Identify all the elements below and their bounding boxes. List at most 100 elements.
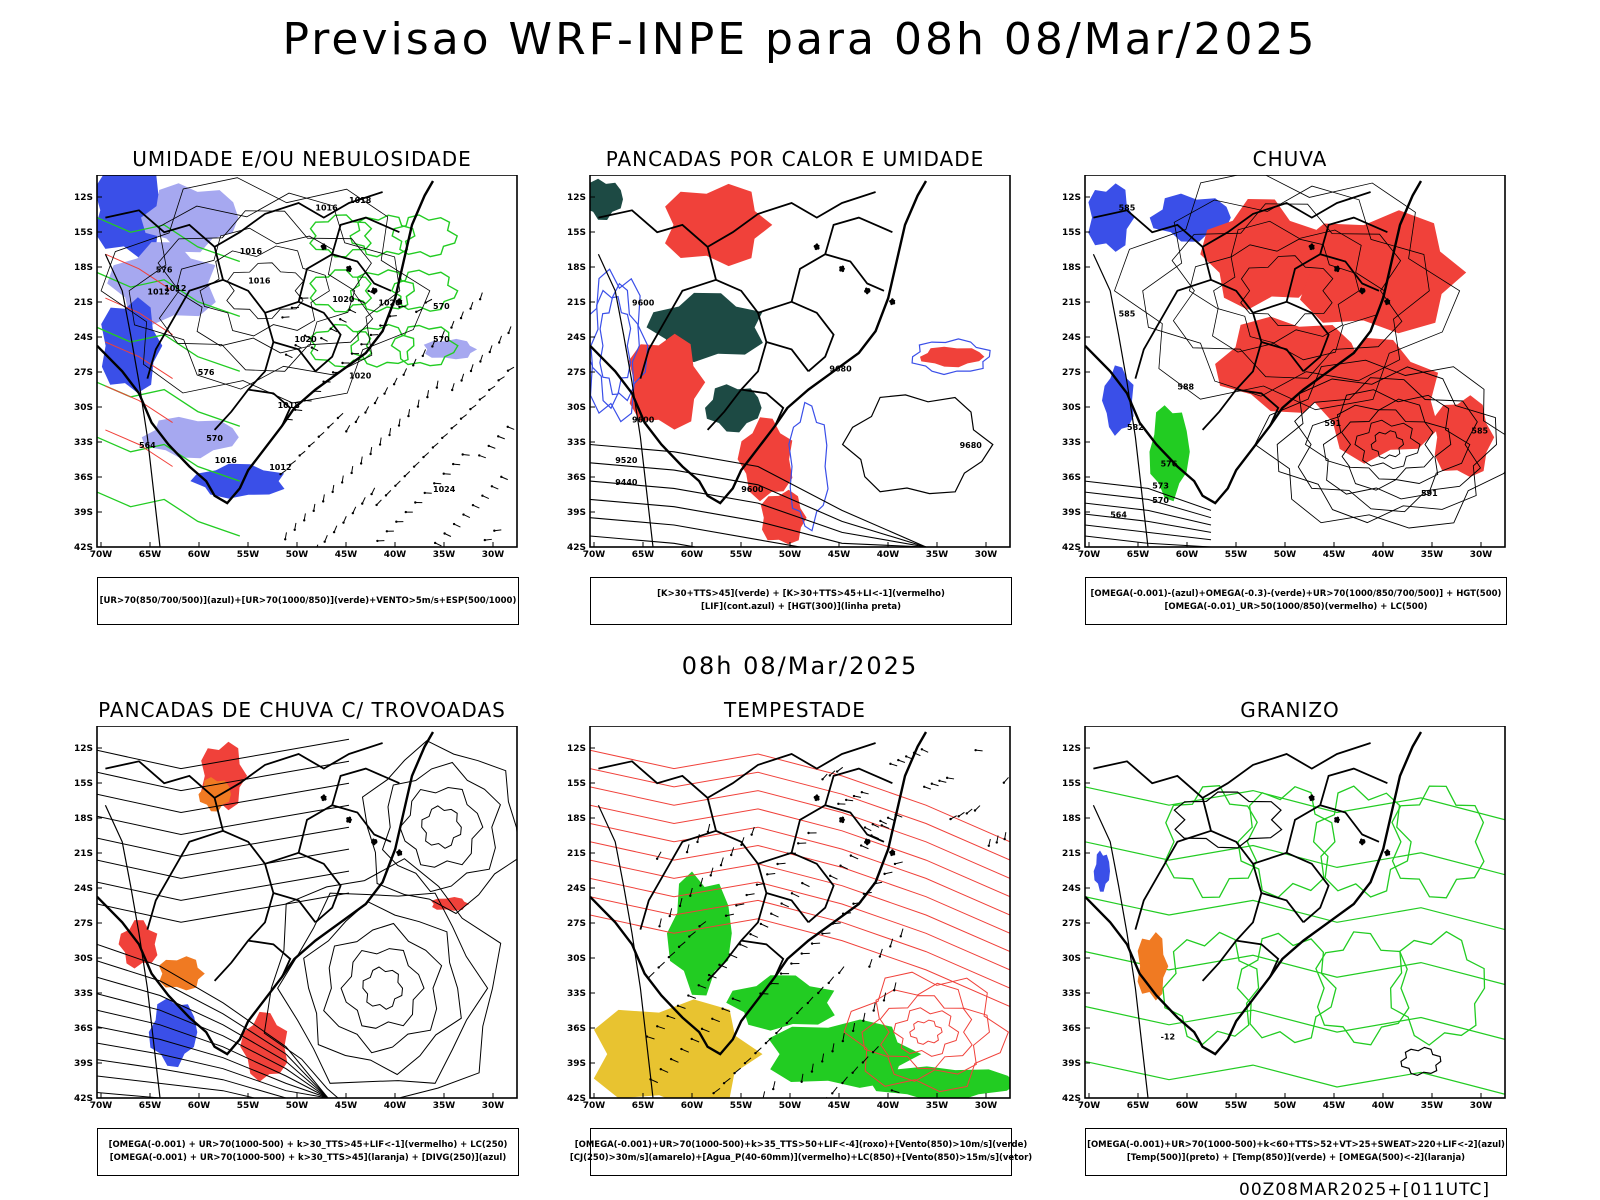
precip-water-contour bbox=[893, 1007, 960, 1057]
wind-vector bbox=[650, 1078, 658, 1084]
wind-vector bbox=[688, 995, 697, 999]
wind-vector-head bbox=[452, 462, 455, 466]
wind-vector-head bbox=[469, 407, 472, 411]
storm-area-blue bbox=[148, 998, 198, 1068]
wind-vector-head bbox=[451, 388, 454, 392]
height-contour bbox=[1370, 430, 1405, 459]
panel-title-tempestade: TEMPESTADE bbox=[724, 698, 866, 722]
convection-area-red bbox=[628, 333, 706, 430]
storm-area-red bbox=[431, 897, 470, 911]
lon-tick-label: 55W bbox=[730, 1101, 753, 1111]
humidity-area-lightblue bbox=[141, 416, 239, 459]
contour-label: -12 bbox=[1161, 1032, 1175, 1041]
lon-tick-label: 35W bbox=[926, 550, 949, 560]
wind-vector-head bbox=[801, 881, 804, 885]
wind-vector bbox=[786, 1016, 793, 1024]
streamline bbox=[97, 943, 329, 1098]
wind-vector-head bbox=[279, 473, 282, 476]
wind-vector-head bbox=[828, 774, 832, 777]
temp850-contour bbox=[1164, 785, 1258, 899]
isobar bbox=[199, 245, 330, 337]
lake bbox=[889, 849, 896, 857]
wind-vector-head bbox=[851, 1029, 855, 1033]
lon-tick-label: 35W bbox=[1421, 1101, 1444, 1111]
coastline bbox=[590, 731, 928, 1056]
wind-vector-head bbox=[452, 522, 456, 526]
wind-vector-head bbox=[327, 426, 330, 429]
wind-vector bbox=[817, 986, 824, 994]
wind-vector-head bbox=[889, 762, 892, 766]
wind-vector-head bbox=[507, 331, 510, 335]
height-contour bbox=[1085, 513, 1212, 533]
wind-vector-head bbox=[360, 343, 363, 346]
contour-label: 576 bbox=[198, 368, 215, 377]
streamline bbox=[97, 1059, 328, 1098]
wind-vector bbox=[830, 875, 838, 880]
footer-timestamp: 00Z08MAR2025+[011UTC] bbox=[1239, 1180, 1490, 1200]
contour-label: 1020 bbox=[349, 372, 372, 381]
wind-vector bbox=[701, 1028, 710, 1033]
lat-tick-label: 15S bbox=[74, 228, 93, 238]
wind-vector-head bbox=[659, 1068, 663, 1071]
country-border bbox=[741, 388, 785, 427]
legend-line: [CJ(250)>30m/s](amarelo)+[Agua_P(40-60mm… bbox=[569, 1153, 1033, 1163]
wind-vector-head bbox=[678, 904, 682, 908]
wind-vector bbox=[831, 1086, 838, 1094]
wind-vector-head bbox=[886, 816, 890, 819]
wind-vector-head bbox=[965, 812, 969, 815]
lat-tick-label: 21S bbox=[1062, 849, 1081, 859]
contour-label: 1020 bbox=[378, 298, 401, 307]
wind-vector bbox=[723, 1077, 731, 1084]
wind-vector-head bbox=[697, 984, 700, 987]
streamline bbox=[340, 948, 425, 1029]
wind-vector-head bbox=[303, 334, 307, 337]
humidity-area-blue bbox=[101, 297, 163, 393]
wind-vector-head bbox=[412, 364, 415, 367]
wind-vector bbox=[667, 1015, 676, 1020]
precip-water-contour bbox=[861, 982, 990, 1082]
height-contour bbox=[590, 498, 927, 547]
wind-vector-head bbox=[450, 427, 453, 430]
humidity-contour-green bbox=[391, 214, 459, 258]
streamline bbox=[97, 976, 329, 1098]
lat-tick-label: 33S bbox=[567, 989, 586, 999]
wind-vector bbox=[796, 1006, 804, 1014]
lat-tick-label: 30S bbox=[1062, 403, 1081, 413]
wind-vector bbox=[746, 893, 755, 896]
wind-vector-head bbox=[862, 892, 866, 895]
lat-tick-label: 42S bbox=[1062, 1094, 1081, 1104]
wind-vector-head bbox=[398, 305, 401, 309]
panel-pancadas-calor: PANCADAS POR CALOR E UMIDADE 9600 9600 968… bbox=[555, 147, 1035, 647]
wind-vector bbox=[760, 923, 769, 928]
streamline bbox=[323, 922, 443, 1054]
legend-box: [OMEGA(-0.001)+UR>70(1000-500)+k>35_TTS>… bbox=[570, 1128, 1032, 1176]
wind-vector-head bbox=[351, 511, 355, 515]
wind-vector-head bbox=[487, 388, 491, 392]
wind-vector-head bbox=[973, 809, 977, 812]
wind-vector-head bbox=[860, 791, 864, 794]
lat-tick-label: 39S bbox=[1062, 1059, 1081, 1069]
wind-vector bbox=[883, 992, 887, 1001]
lon-tick-label: 40W bbox=[877, 550, 900, 560]
legend-line: [LIF](cont.azul) + [HGT(300)](linha pret… bbox=[700, 602, 902, 612]
temp850-contour bbox=[1085, 841, 1505, 876]
andes-border bbox=[1092, 253, 1149, 547]
lat-tick-label: 33S bbox=[567, 438, 586, 448]
lat-tick-label: 12S bbox=[74, 193, 93, 203]
wind-vector bbox=[860, 845, 869, 850]
wind-vector-head bbox=[300, 297, 303, 300]
wind-vector-head bbox=[500, 475, 503, 479]
height-contour bbox=[1354, 419, 1421, 470]
height-contour bbox=[590, 517, 926, 547]
country-border bbox=[790, 804, 885, 854]
wind-vector bbox=[893, 982, 897, 991]
storm-area-orange bbox=[158, 956, 205, 991]
lat-tick-label: 36S bbox=[567, 473, 586, 483]
lat-tick-label: 27S bbox=[1062, 919, 1081, 929]
wind-vector bbox=[801, 1073, 804, 1082]
wind-vector-head bbox=[871, 823, 874, 826]
wind-vector bbox=[670, 1058, 679, 1063]
wind-vector-head bbox=[433, 541, 437, 545]
lat-tick-label: 21S bbox=[74, 298, 93, 308]
lon-tick-label: 55W bbox=[730, 550, 753, 560]
